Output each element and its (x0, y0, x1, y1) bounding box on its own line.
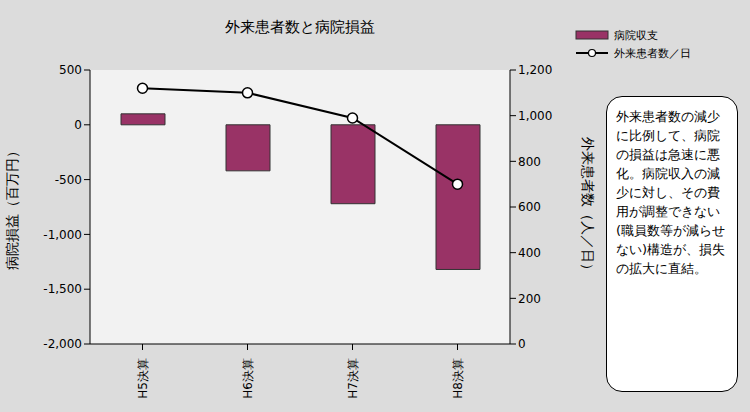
svg-text:0: 0 (74, 118, 82, 132)
svg-text:H7決算: H7決算 (346, 358, 360, 399)
html-text:外来患者数／日: 外来患者数／日 (614, 46, 691, 60)
svg-text:-500: -500 (55, 173, 82, 187)
svg-text:病院損益（百万円）: 病院損益（百万円） (4, 144, 20, 270)
svg-text:1,000: 1,000 (518, 109, 552, 123)
html-text:病院収支: 病院収支 (614, 28, 658, 42)
svg-text:800: 800 (518, 155, 541, 169)
svg-text:400: 400 (518, 246, 541, 260)
svg-text:1,200: 1,200 (518, 63, 552, 77)
svg-text:-1,000: -1,000 (43, 228, 82, 242)
svg-text:H8決算: H8決算 (451, 358, 465, 399)
svg-text:外来患者数（人／日）: 外来患者数（人／日） (580, 137, 596, 277)
svg-text:0: 0 (518, 337, 526, 351)
svg-text:200: 200 (518, 292, 541, 306)
svg-text:500: 500 (59, 63, 82, 77)
svg-text:H5決算: H5決算 (136, 358, 150, 399)
svg-text:-2,000: -2,000 (43, 337, 82, 351)
html-text:外来患者数と病院損益: 外来患者数と病院損益 (225, 18, 375, 36)
html-text:外来患者数の減少に比例して、病院の損益は急速に悪化。病院収入: 外来患者数の減少に比例して、病院の損益は急速に悪化。病院収入の減少に対し、その費… (616, 109, 726, 276)
svg-text:H6決算: H6決算 (241, 358, 255, 399)
svg-text:600: 600 (518, 200, 541, 214)
svg-text:-1,500: -1,500 (43, 282, 82, 296)
